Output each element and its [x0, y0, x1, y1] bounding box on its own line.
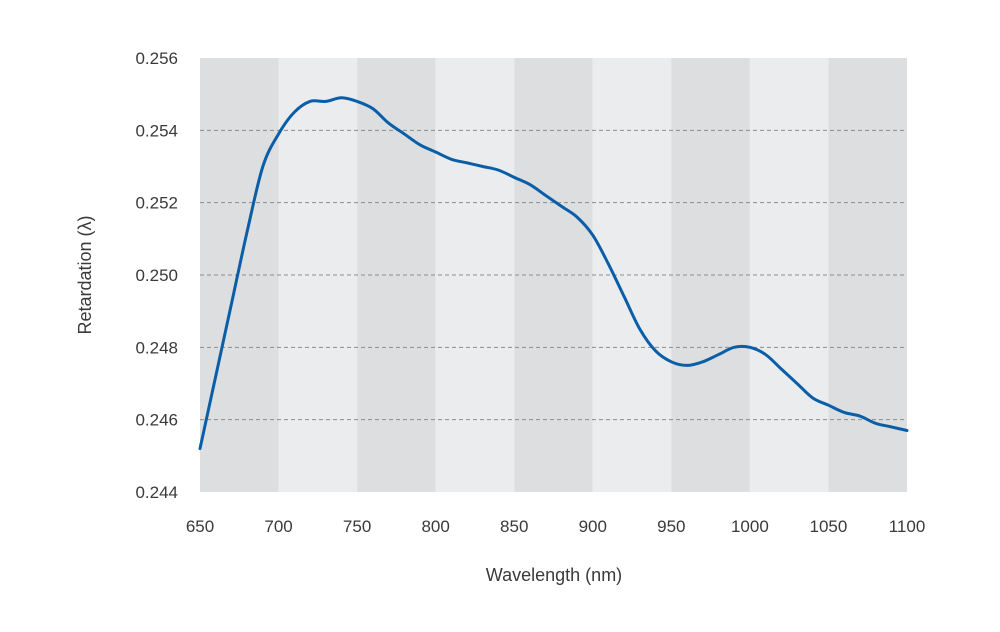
plot-band — [592, 58, 672, 492]
x-tick-label: 700 — [264, 517, 292, 536]
series-line — [198, 96, 909, 451]
x-tick-label: 650 — [186, 517, 214, 536]
y-tick-label: 0.244 — [135, 483, 178, 502]
y-tick-label: 0.254 — [135, 121, 178, 140]
x-tick-label: 1050 — [810, 517, 848, 536]
x-axis-title: Wavelength (nm) — [486, 565, 622, 585]
x-tick-label: 750 — [343, 517, 371, 536]
y-tick-label: 0.246 — [135, 411, 178, 430]
y-tick-label: 0.256 — [135, 49, 178, 68]
series-group — [198, 96, 909, 451]
x-axis-ticks: 650 700 750 800 850 900 950 1000 1050 1100 — [186, 517, 925, 536]
y-tick-label: 0.250 — [135, 266, 178, 285]
x-tick-label: 800 — [421, 517, 449, 536]
x-tick-label: 850 — [500, 517, 528, 536]
y-axis-ticks: 0.244 0.246 0.248 0.250 0.252 0.254 0.256 — [135, 49, 178, 502]
x-tick-label: 950 — [657, 517, 685, 536]
x-tick-label: 1100 — [889, 517, 926, 536]
x-tick-label: 900 — [579, 517, 607, 536]
plot-band — [278, 58, 358, 492]
y-tick-label: 0.248 — [135, 338, 178, 357]
y-axis-title: Retardation (λ) — [75, 215, 95, 334]
x-tick-label: 1000 — [731, 517, 769, 536]
y-tick-label: 0.252 — [135, 194, 178, 213]
